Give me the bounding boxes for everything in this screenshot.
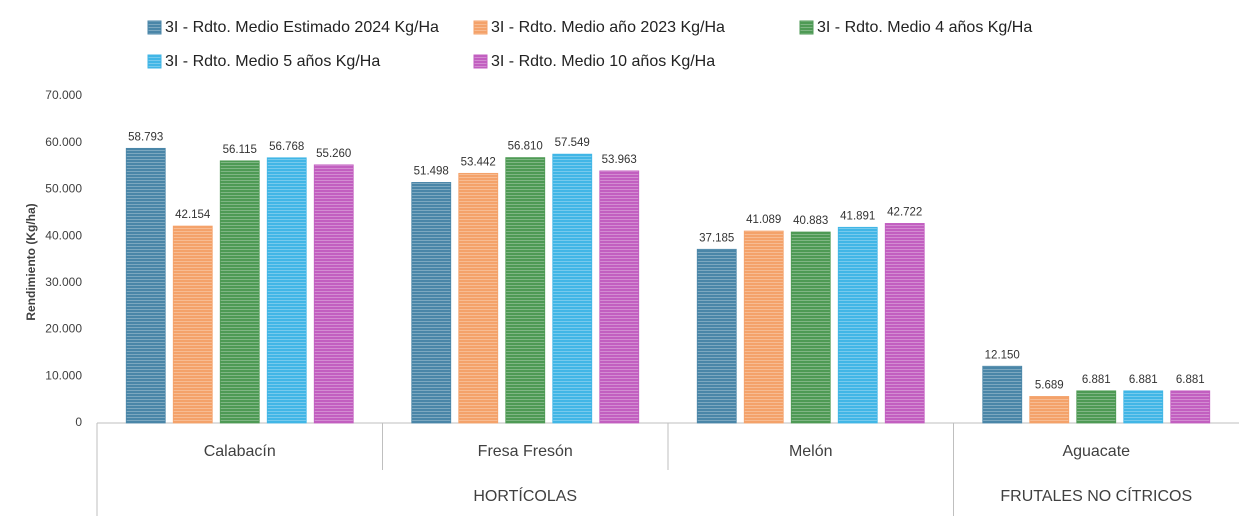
bar bbox=[790, 231, 831, 424]
x-tick-label: Fresa Fresón bbox=[478, 443, 573, 460]
y-axis-label: Rendimiento (Kg/ha) bbox=[24, 203, 38, 320]
y-tick-label: 60.000 bbox=[45, 135, 82, 149]
bar bbox=[458, 172, 499, 424]
data-label: 51.498 bbox=[414, 165, 449, 177]
data-label: 41.089 bbox=[746, 214, 781, 226]
group-label: HORTÍCOLAS bbox=[473, 486, 577, 505]
bar bbox=[696, 248, 737, 424]
bar bbox=[505, 157, 546, 424]
bar bbox=[982, 365, 1023, 424]
x-tick-label: Calabacín bbox=[204, 443, 276, 460]
data-label: 56.768 bbox=[269, 141, 304, 153]
bar bbox=[411, 182, 452, 424]
data-label: 58.793 bbox=[128, 131, 163, 143]
bar bbox=[313, 164, 354, 424]
bar bbox=[837, 226, 878, 424]
group-label: FRUTALES NO CÍTRICOS bbox=[1000, 486, 1192, 505]
y-tick-label: 70.000 bbox=[45, 88, 82, 102]
y-tick-label: 20.000 bbox=[45, 322, 82, 336]
bar bbox=[125, 147, 166, 424]
bar bbox=[552, 153, 593, 424]
bar bbox=[743, 230, 784, 424]
bar bbox=[1170, 390, 1211, 424]
data-label: 6.881 bbox=[1176, 374, 1205, 386]
legend-label: 3I - Rdto. Medio año 2023 Kg/Ha bbox=[491, 19, 725, 36]
legend-label: 3I - Rdto. Medio Estimado 2024 Kg/Ha bbox=[165, 19, 439, 36]
data-label: 56.810 bbox=[508, 141, 543, 153]
bar bbox=[172, 225, 213, 424]
data-label: 42.722 bbox=[887, 206, 922, 218]
bar bbox=[1123, 390, 1164, 424]
data-label: 53.963 bbox=[602, 154, 637, 166]
bar bbox=[1076, 390, 1117, 424]
legend-label: 3I - Rdto. Medio 5 años Kg/Ha bbox=[165, 53, 380, 70]
legend-swatch bbox=[799, 20, 814, 35]
x-tick-label: Melón bbox=[789, 443, 833, 460]
legend-swatch bbox=[473, 20, 488, 35]
legend-label: 3I - Rdto. Medio 4 años Kg/Ha bbox=[817, 19, 1032, 36]
bar bbox=[884, 223, 925, 424]
x-tick-label: Aguacate bbox=[1062, 443, 1130, 460]
legend-swatch bbox=[147, 54, 162, 69]
bar bbox=[219, 160, 260, 424]
data-label: 55.260 bbox=[316, 148, 351, 160]
y-tick-label: 10.000 bbox=[45, 368, 82, 382]
y-tick-label: 30.000 bbox=[45, 275, 82, 289]
bar bbox=[1029, 396, 1070, 424]
bar bbox=[599, 170, 640, 424]
data-label: 40.883 bbox=[793, 215, 828, 227]
legend-swatch bbox=[473, 54, 488, 69]
y-tick-label: 40.000 bbox=[45, 228, 82, 242]
data-label: 57.549 bbox=[555, 137, 590, 149]
bar bbox=[266, 157, 307, 424]
data-label: 12.150 bbox=[985, 349, 1020, 361]
data-label: 6.881 bbox=[1082, 374, 1111, 386]
data-label: 41.891 bbox=[840, 210, 875, 222]
data-label: 56.115 bbox=[223, 144, 257, 156]
y-tick-label: 0 bbox=[75, 415, 82, 429]
y-tick-label: 50.000 bbox=[45, 182, 82, 196]
data-label: 37.185 bbox=[699, 232, 734, 244]
data-label: 53.442 bbox=[461, 156, 496, 168]
data-label: 6.881 bbox=[1129, 374, 1158, 386]
data-label: 5.689 bbox=[1035, 379, 1064, 391]
data-label: 42.154 bbox=[175, 209, 211, 221]
legend-label: 3I - Rdto. Medio 10 años Kg/Ha bbox=[491, 53, 715, 70]
legend-swatch bbox=[147, 20, 162, 35]
